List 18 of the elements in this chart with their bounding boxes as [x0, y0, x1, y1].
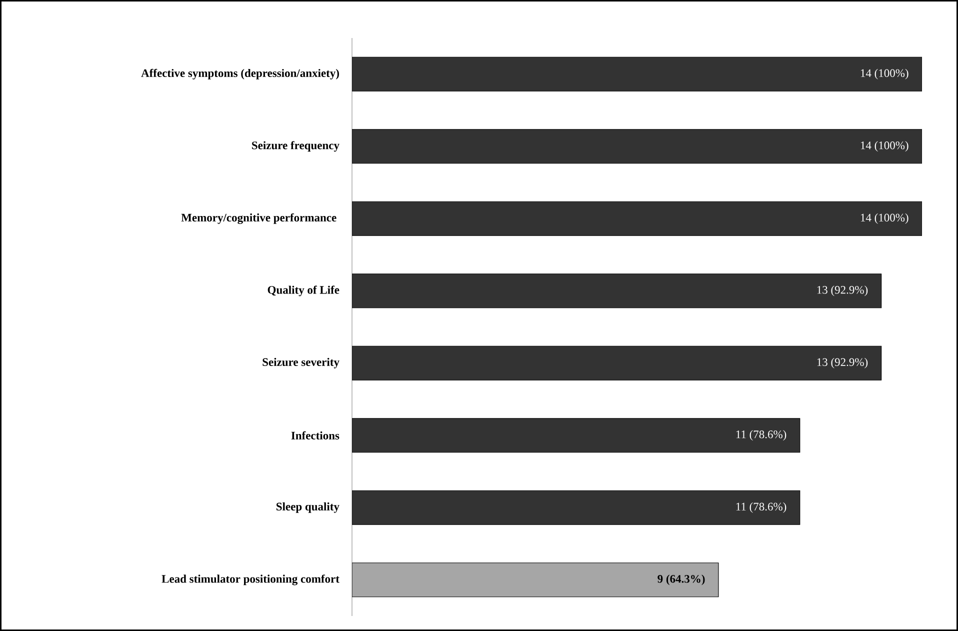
bar — [352, 129, 922, 164]
data-label: 14 (100%) — [860, 68, 908, 80]
y-tick-label: Infections — [291, 431, 340, 440]
y-tick-label: Quality of Life — [268, 286, 340, 296]
bar — [352, 201, 922, 236]
y-tick-label: Memory/cognitive performance — [181, 213, 336, 224]
y-tick-label: Affective symptoms (depression/anxiety) — [141, 68, 339, 80]
data-label: 14 (100%) — [860, 141, 908, 152]
y-tick-label: Lead stimulator positioning comfort — [162, 574, 340, 586]
y-tick-label: Sleep quality — [276, 502, 340, 513]
data-label: 11 (78.6%) — [736, 502, 786, 513]
data-label: 14 (100%) — [860, 213, 908, 224]
data-label: 13 (92.9%) — [817, 358, 868, 368]
data-label: 11 (78.6%) — [736, 430, 786, 441]
data-label: 9 (64.3%) — [658, 574, 705, 586]
y-tick-label: Seizure frequency — [252, 141, 340, 152]
y-tick-label: Seizure severity — [262, 358, 340, 368]
data-label: 13 (92.9%) — [817, 286, 868, 296]
